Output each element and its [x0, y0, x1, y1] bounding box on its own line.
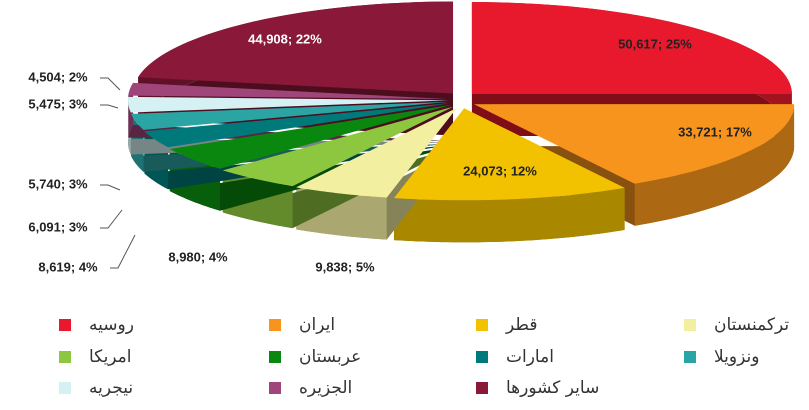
- data-label: 9,838; 5%: [315, 259, 375, 274]
- legend-marker: [269, 382, 281, 394]
- legend-label: ایران: [299, 315, 335, 335]
- pie-slice: [169, 104, 451, 169]
- data-label: 5,740; 3%: [28, 176, 88, 191]
- leader-line: [110, 234, 136, 269]
- legend-marker: [476, 351, 488, 363]
- legend-marker: [59, 382, 71, 394]
- pie-slice: [393, 108, 625, 201]
- pie-tops: [128, 1, 795, 201]
- leader-line: [100, 77, 121, 91]
- data-label: 5,475; 3%: [28, 96, 88, 111]
- legend-label: ترکمنستان: [714, 315, 789, 335]
- legend-label: الجزیره: [299, 378, 352, 398]
- legend-marker: [684, 319, 696, 331]
- data-label: 4,504; 2%: [28, 69, 88, 84]
- pie-slice: [222, 106, 454, 187]
- legend-marker: [476, 319, 488, 331]
- slice-side: [393, 187, 625, 243]
- data-label: 44,908; 22%: [248, 31, 322, 46]
- legend-label: عربستان: [299, 347, 361, 367]
- legend-marker: [269, 351, 281, 363]
- data-label: 50,617; 25%: [618, 36, 692, 51]
- legend-marker: [476, 382, 488, 394]
- data-label: 8,980; 4%: [168, 249, 228, 264]
- pie-slice: [131, 101, 449, 130]
- legend-label: سایر کشورها: [506, 378, 599, 398]
- pie-slice: [138, 1, 454, 94]
- pie-slice: [296, 107, 457, 198]
- legend-marker: [59, 351, 71, 363]
- pie-slice: [144, 103, 450, 148]
- legend-label: ونزویلا: [714, 347, 759, 367]
- legend-label: امارات: [506, 347, 554, 367]
- pie-slice: [128, 96, 449, 113]
- leader-line: [100, 104, 119, 109]
- legend-marker: [59, 319, 71, 331]
- pie-slice: [474, 104, 795, 184]
- legend-label: نیجریه: [89, 378, 133, 398]
- data-label: 6,091; 3%: [28, 219, 88, 234]
- data-label: 24,073; 12%: [463, 163, 537, 178]
- leader-line: [100, 184, 121, 191]
- pie-slice: [471, 2, 792, 95]
- data-label: 33,721; 17%: [678, 124, 752, 139]
- pie-slice: [128, 82, 449, 100]
- legend-label: قطر: [505, 315, 537, 335]
- legend-marker: [269, 319, 281, 331]
- data-label: 8,619; 4%: [38, 259, 98, 274]
- legend-label: روسیه: [89, 315, 134, 335]
- legend-marker: [684, 351, 696, 363]
- slice-side: [634, 104, 795, 226]
- leader-line: [100, 209, 123, 229]
- legend-label: امریکا: [89, 347, 132, 367]
